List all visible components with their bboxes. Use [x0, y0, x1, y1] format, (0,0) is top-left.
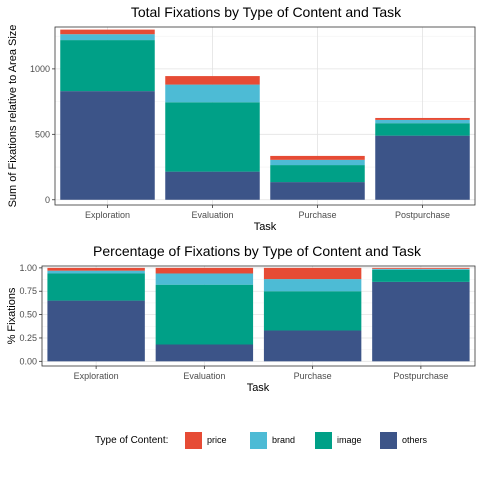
x-axis-title: Task — [254, 221, 277, 233]
bar-price-exploration — [47, 267, 145, 271]
bar-image-exploration — [60, 40, 155, 92]
y-tick-label: 0.00 — [19, 356, 37, 366]
legend-label-image: image — [337, 435, 362, 445]
x-tick-label: Purchase — [298, 210, 336, 220]
bar-others-evaluation — [155, 344, 254, 362]
bar-others-postpurchase — [375, 135, 470, 200]
x-tick-label: Postpurchase — [395, 210, 450, 220]
bar-brand-purchase — [263, 279, 362, 292]
bars — [60, 29, 470, 200]
y-tick-label: 500 — [35, 129, 50, 139]
bar-others-postpurchase — [372, 281, 470, 362]
y-tick-label: 0.50 — [19, 310, 37, 320]
bar-brand-postpurchase — [375, 119, 470, 124]
bar-others-purchase — [270, 182, 365, 200]
bar-others-exploration — [47, 300, 145, 362]
legend-swatch-price — [185, 432, 202, 449]
y-tick-label: 0.25 — [19, 333, 37, 343]
y-axis-title: % Fixations — [6, 287, 18, 344]
y-axis-title: Sum of Fixations relative to Area Size — [7, 25, 19, 208]
bars — [47, 267, 470, 362]
bar-price-purchase — [270, 155, 365, 160]
y-tick-label: 0 — [45, 195, 50, 205]
bar-brand-evaluation — [165, 84, 260, 103]
x-tick-label: Exploration — [74, 371, 119, 381]
panel-border — [54, 26, 476, 206]
bar-others-evaluation — [165, 171, 260, 200]
y-axis: 0 500 1000 — [30, 64, 55, 205]
bar-image-exploration — [47, 273, 145, 301]
total-fixations-chart: Total Fixations by Type of Content and T… — [7, 4, 476, 233]
bar-brand-exploration — [60, 34, 155, 41]
bar-image-postpurchase — [375, 123, 470, 136]
bar-others-exploration — [60, 91, 155, 200]
legend: Type of Content: price brand image others — [95, 432, 428, 449]
bar-price-purchase — [263, 267, 362, 280]
panel-border — [41, 265, 476, 367]
legend-title: Type of Content: — [95, 435, 168, 446]
bar-price-exploration — [60, 29, 155, 35]
bar-others-purchase — [263, 330, 362, 362]
bar-image-purchase — [263, 291, 362, 331]
bar-price-evaluation — [155, 267, 254, 274]
percentage-fixations-chart: Percentage of Fixations by Type of Conte… — [6, 243, 476, 394]
x-tick-label: Purchase — [294, 371, 332, 381]
legend-swatch-brand — [250, 432, 267, 449]
bar-image-postpurchase — [372, 269, 470, 282]
bar-brand-exploration — [47, 270, 145, 274]
y-tick-label: 1.00 — [19, 263, 37, 273]
legend-swatch-image — [315, 432, 332, 449]
y-tick-label: 1000 — [30, 64, 50, 74]
legend-label-others: others — [402, 435, 428, 445]
bar-price-postpurchase — [375, 117, 470, 120]
bar-price-evaluation — [165, 76, 260, 85]
x-tick-label: Postpurchase — [393, 371, 448, 381]
y-tick-label: 0.75 — [19, 286, 37, 296]
bar-image-evaluation — [165, 102, 260, 172]
bar-brand-evaluation — [155, 273, 254, 285]
bar-brand-purchase — [270, 159, 365, 166]
chart-title: Total Fixations by Type of Content and T… — [131, 4, 402, 20]
legend-swatch-others — [380, 432, 397, 449]
bar-price-postpurchase — [372, 267, 470, 269]
chart-title: Percentage of Fixations by Type of Conte… — [93, 243, 422, 259]
bar-image-purchase — [270, 165, 365, 183]
x-tick-label: Exploration — [85, 210, 130, 220]
bar-image-evaluation — [155, 284, 254, 345]
bar-brand-postpurchase — [372, 268, 470, 270]
x-axis: Exploration Evaluation Purchase Postpurchas… — [74, 366, 448, 381]
x-axis: Exploration Evaluation Purchase Postpurchas… — [85, 205, 450, 220]
legend-label-brand: brand — [272, 435, 295, 445]
legend-label-price: price — [207, 435, 227, 445]
x-axis-title: Task — [247, 382, 270, 394]
x-tick-label: Evaluation — [191, 210, 233, 220]
y-axis: 0.00 0.25 0.50 0.75 1.00 — [19, 263, 42, 366]
x-tick-label: Evaluation — [183, 371, 225, 381]
